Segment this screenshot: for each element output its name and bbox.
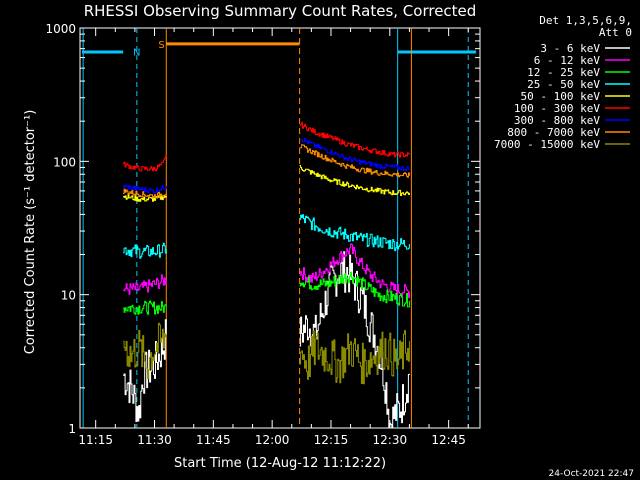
- legend-label-9: 7000 - 15000 keV: [494, 138, 600, 151]
- x-tick-label-5: 12:30: [373, 433, 408, 447]
- legend-label-3: 12 - 25 keV: [527, 66, 600, 79]
- series-line-6-seg2: [299, 122, 410, 158]
- legend-label-8: 800 - 7000 keV: [507, 126, 600, 139]
- x-axis-label: Start Time (12-Aug-12 11:12:22): [174, 456, 386, 471]
- plot-frame: [79, 27, 481, 429]
- y-axis-ticks: 1 10 100 1000: [45, 22, 480, 436]
- series-line-3-seg2: [299, 271, 410, 308]
- chart-title: RHESSI Observing Summary Count Rates, Co…: [84, 2, 477, 20]
- legend-label-5: 50 - 100 keV: [521, 90, 601, 103]
- plot-area: NS: [79, 27, 481, 429]
- series-line-7-seg2: [299, 138, 410, 172]
- series-line-8-seg1: [123, 188, 167, 199]
- legend-header-attenuator: Att 0: [599, 26, 632, 39]
- legend-label-7: 300 - 800 keV: [514, 114, 600, 127]
- x-tick-label-0: 11:15: [78, 433, 113, 447]
- y-tick-label-1: 10: [61, 289, 76, 303]
- series-line-4-seg1: [123, 242, 167, 259]
- series-line-1-seg2: [299, 251, 410, 429]
- y-tick-label-2: 100: [53, 155, 76, 169]
- series-line-5-seg2: [299, 165, 410, 196]
- x-tick-label-4: 12:15: [314, 433, 349, 447]
- legend-label-2: 6 - 12 keV: [534, 54, 601, 67]
- y-axis-label: Corrected Count Rate (s⁻¹ detector⁻¹): [23, 110, 38, 355]
- legend-label-1: 3 - 6 keV: [540, 42, 600, 55]
- x-tick-label-1: 11:30: [137, 433, 172, 447]
- x-tick-label-3: 12:00: [255, 433, 290, 447]
- flag-label-n: N: [133, 48, 140, 59]
- series-line-2-seg1: [123, 274, 167, 295]
- legend-label-4: 25 - 50 keV: [527, 78, 600, 91]
- x-axis-ticks: 11:15 11:30 11:45 12:00 12:15 12:30 12:45: [78, 28, 469, 447]
- series-line-7-seg1: [123, 184, 167, 194]
- x-tick-label-2: 11:45: [196, 433, 231, 447]
- y-tick-label-0: 1: [68, 422, 76, 436]
- series-line-3-seg1: [123, 300, 167, 315]
- x-tick-label-6: 12:45: [431, 433, 466, 447]
- flag-label-s: S: [158, 40, 164, 51]
- series-line-4-seg2: [299, 214, 410, 252]
- legend-label-6: 100 - 300 keV: [514, 102, 600, 115]
- series-line-9-seg1: [123, 322, 167, 379]
- series-line-6-seg1: [123, 155, 167, 172]
- series-line-2-seg2: [299, 243, 410, 299]
- y-tick-label-3: 1000: [45, 22, 76, 36]
- series-line-9-seg2: [299, 330, 410, 385]
- footer-date: 24-Oct-2021 22:47: [549, 469, 634, 479]
- series-line-8-seg2: [299, 144, 410, 178]
- legend-header-detectors: Det 1,3,5,6,9,: [539, 14, 632, 27]
